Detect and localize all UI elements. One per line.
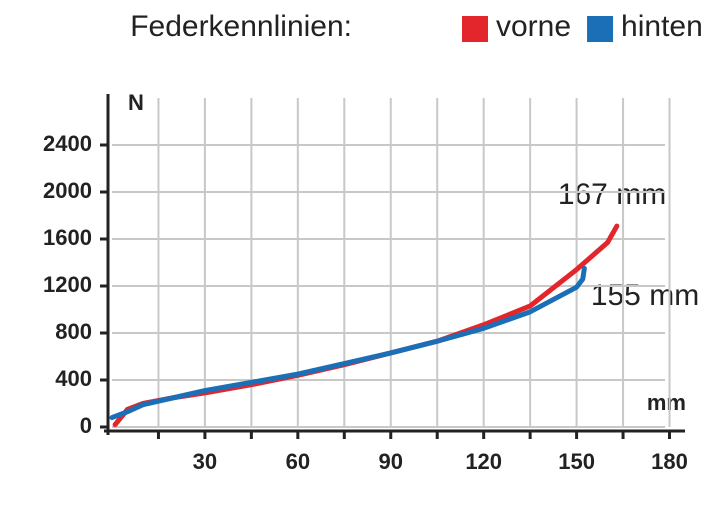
y-tick-label: 2400 [43, 131, 92, 156]
legend-label: hinten [621, 10, 703, 43]
annotation: 155 mm [591, 279, 699, 312]
annotation: 167 mm [558, 178, 666, 211]
x-tick-label: 90 [379, 449, 403, 474]
y-tick-label: 2000 [43, 178, 92, 203]
x-tick-label: 30 [193, 449, 217, 474]
legend-title: Federkennlinien: [130, 10, 352, 43]
y-tick-label: 1600 [43, 225, 92, 250]
legend-label: vorne [496, 10, 571, 43]
x-tick-label: 60 [286, 449, 310, 474]
series-line [109, 265, 587, 421]
y-tick-label: 800 [55, 319, 92, 344]
legend-swatch [587, 16, 614, 42]
y-tick-label: 0 [80, 413, 92, 438]
y-unit: N [128, 90, 144, 115]
x-tick-label: 180 [651, 449, 688, 474]
x-unit: mm [647, 390, 686, 415]
y-tick-label: 400 [55, 366, 92, 391]
y-tick-label: 1200 [43, 272, 92, 297]
x-tick-label: 150 [558, 449, 595, 474]
x-tick-label: 120 [465, 449, 502, 474]
legend-swatch [462, 16, 488, 42]
